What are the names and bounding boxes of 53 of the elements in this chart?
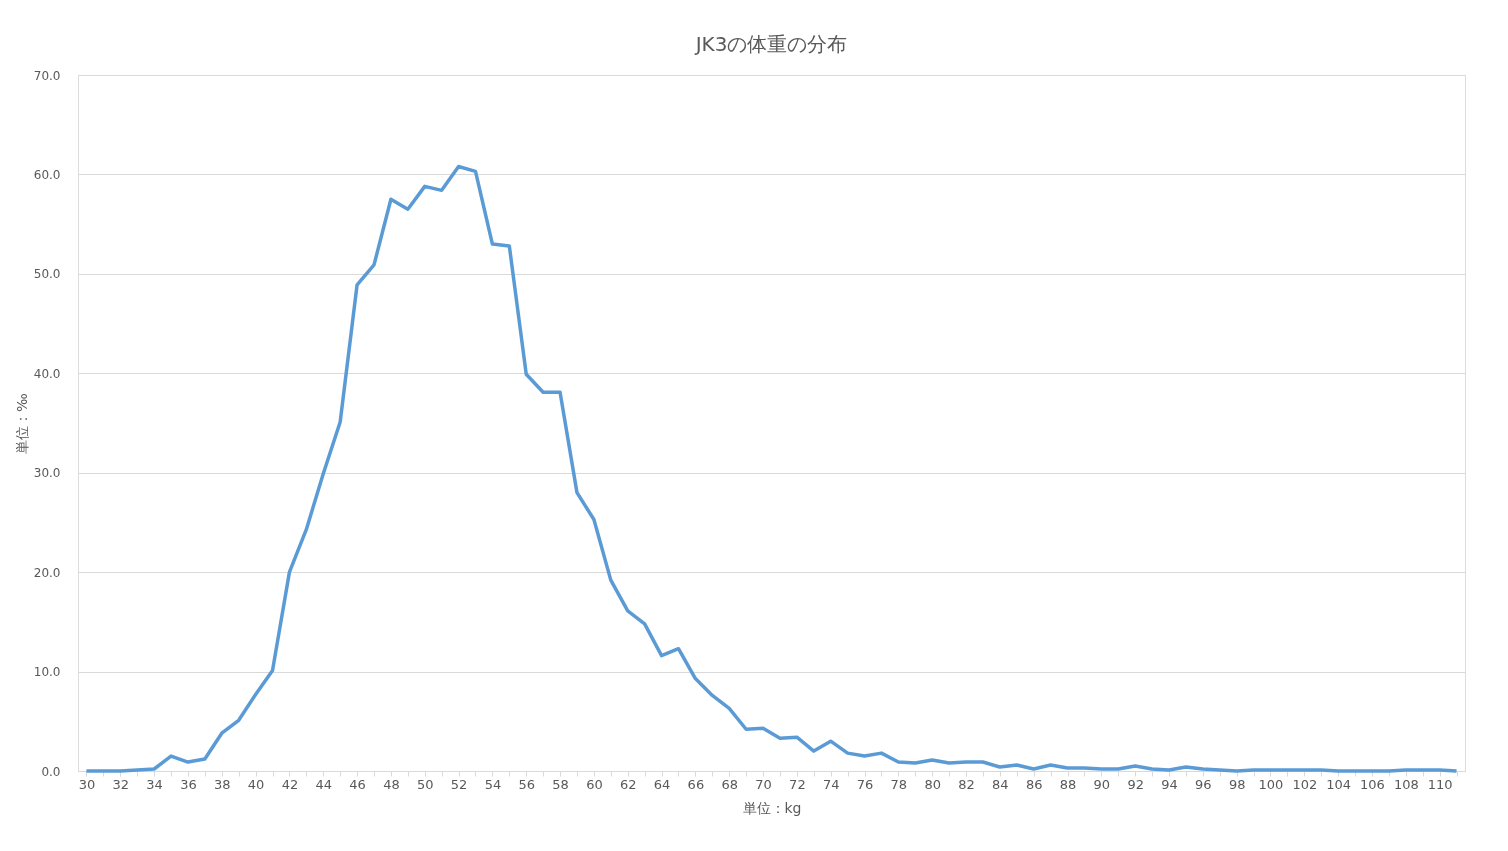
y-tick-label: 40.0 (33, 366, 61, 381)
x-tick-label: 64 (653, 776, 671, 792)
x-tick-label: 48 (383, 776, 400, 792)
y-tick-label: 70.0 (33, 68, 61, 83)
x-tick-label: 46 (349, 776, 366, 792)
x-tick-label: 94 (1161, 776, 1178, 792)
x-tick-label: 36 (180, 776, 197, 792)
x-tick-label: 80 (924, 776, 941, 792)
x-tick-label: 40 (247, 776, 265, 792)
chart-title: JK3の体重の分布 (693, 32, 848, 56)
x-tick-label: 74 (822, 776, 840, 792)
y-tick-label: 0.0 (41, 764, 61, 779)
x-tick-label: 66 (687, 776, 705, 792)
y-tick-label: 20.0 (33, 565, 61, 580)
x-tick-label: 56 (518, 776, 536, 792)
x-tick-label: 30 (78, 776, 96, 792)
x-tick-label: 98 (1228, 776, 1246, 792)
x-tick-label: 108 (1393, 776, 1419, 792)
x-tick-label: 76 (856, 776, 874, 792)
x-tick-label: 38 (214, 776, 231, 792)
x-tick-label: 88 (1059, 776, 1077, 792)
x-tick-label: 102 (1292, 776, 1318, 792)
x-tick-label: 104 (1326, 776, 1352, 792)
y-axis-title: 単位：‰ (13, 392, 30, 454)
x-tick-label: 52 (450, 776, 468, 792)
x-tick-label: 60 (586, 776, 603, 792)
x-tick-label: 42 (281, 776, 299, 792)
x-tick-label: 106 (1360, 776, 1385, 792)
x-tick-label: 50 (416, 776, 434, 792)
x-tick-label: 96 (1195, 776, 1212, 792)
x-tick-label: 86 (1025, 776, 1043, 792)
x-tick-label: 100 (1258, 776, 1284, 792)
y-tick-label: 50.0 (33, 267, 61, 282)
x-tick-label: 44 (315, 776, 333, 792)
line-series (84, 164, 1459, 773)
x-tick-label: 32 (112, 776, 130, 792)
x-tick-label: 70 (755, 776, 772, 792)
x-tick-label: 34 (146, 776, 163, 792)
y-tick-label: 10.0 (33, 665, 61, 680)
x-tick-label: 82 (958, 776, 975, 792)
x-tick-label: 92 (1127, 776, 1144, 792)
x-tick-label: 90 (1093, 776, 1111, 792)
x-tick-label: 78 (890, 776, 908, 792)
x-tick-label: 68 (721, 776, 738, 792)
y-tick-label: 60.0 (33, 167, 61, 182)
x-tick-label: 54 (484, 776, 502, 792)
x-axis-title: 単位：kg (742, 799, 802, 816)
x-tick-label: 58 (552, 776, 569, 792)
x-tick-label: 62 (619, 776, 637, 792)
x-tick-label: 72 (789, 776, 806, 792)
x-tick-label: 84 (992, 776, 1009, 792)
y-tick-label: 30.0 (33, 466, 61, 481)
x-tick-label: 110 (1427, 776, 1453, 792)
